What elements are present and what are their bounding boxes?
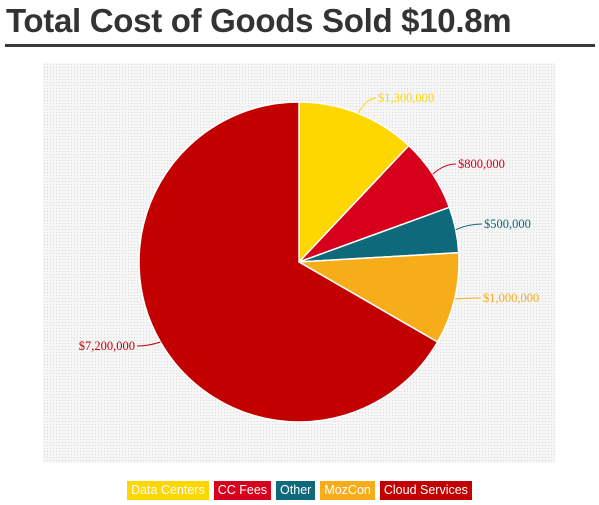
data-label-other: $500,000 xyxy=(484,217,531,231)
legend: Data Centers CC Fees Other MozCon Cloud Serv… xyxy=(0,481,599,500)
leader-line-cc-fees xyxy=(432,163,457,175)
legend-item-data-centers: Data Centers xyxy=(127,481,209,500)
legend-item-cloud-services: Cloud Services xyxy=(379,481,472,500)
pie-slice-mozcon xyxy=(296,251,460,344)
legend-item-cc-fees: CC Fees xyxy=(213,481,272,500)
leader-line-other xyxy=(455,223,483,231)
leader-line-data-centers xyxy=(357,97,377,114)
legend-item-mozcon: MozCon xyxy=(320,481,375,500)
leader-line-cloud-services xyxy=(136,341,161,347)
data-label-cc-fees: $800,000 xyxy=(458,157,505,171)
data-label-mozcon: $1,000,000 xyxy=(483,291,539,305)
leader-line-mozcon xyxy=(454,297,482,300)
title-divider xyxy=(5,44,595,47)
chart-title: Total Cost of Goods Sold $10.8m xyxy=(6,2,512,39)
legend-item-other: Other xyxy=(276,481,316,500)
data-label-cloud-services: $7,200,000 xyxy=(79,339,135,353)
data-label-data-centers: $1,300,000 xyxy=(378,91,434,105)
